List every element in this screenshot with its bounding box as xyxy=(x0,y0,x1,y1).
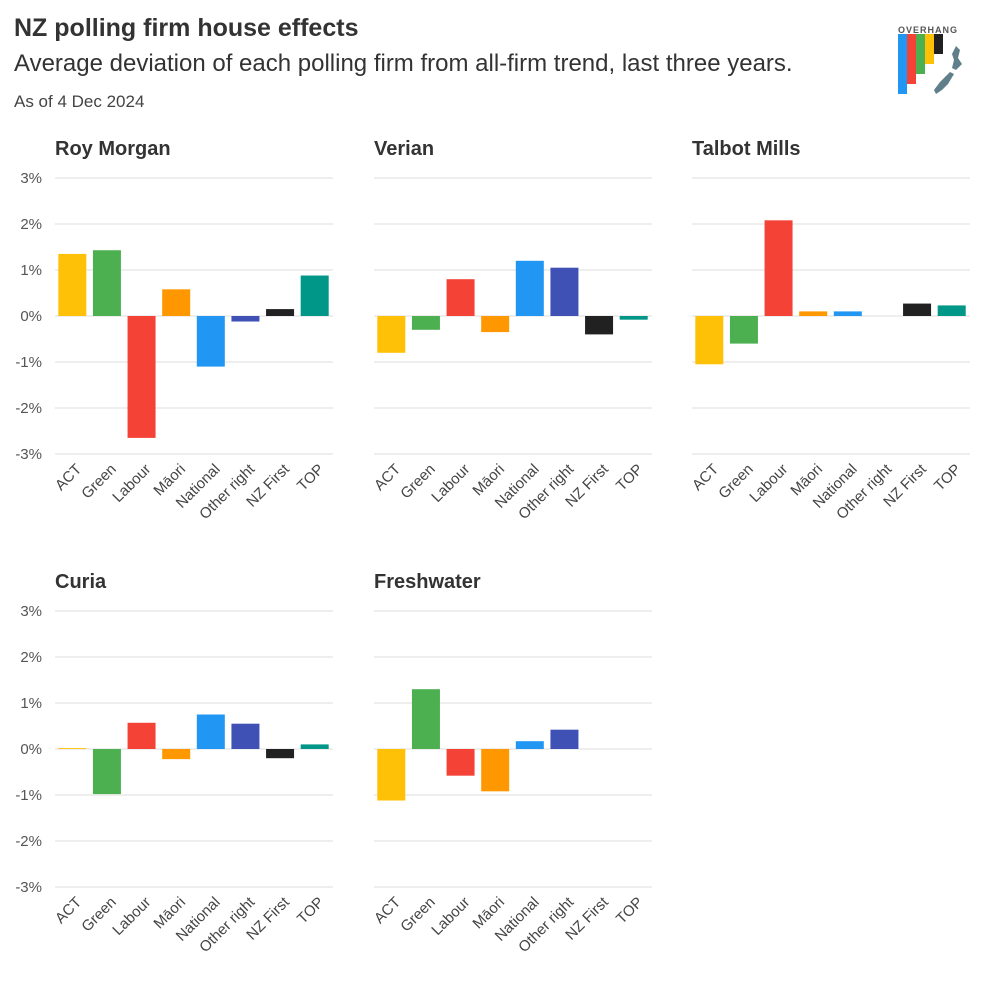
y-tick-label: -1% xyxy=(15,787,42,804)
bar-act xyxy=(58,748,87,749)
panel-title: Verian xyxy=(374,138,434,160)
x-tick-label: TOP xyxy=(294,894,328,928)
bar-māori xyxy=(481,749,510,792)
panel-freshwater: FreshwaterACTGreenLabourMāoriNationalOth… xyxy=(371,571,652,956)
x-tick-label: Labour xyxy=(109,461,154,506)
panel-title: Talbot Mills xyxy=(692,138,801,160)
panel-title: Roy Morgan xyxy=(55,138,171,160)
logo-bar-yellow xyxy=(925,34,934,64)
bar-act xyxy=(377,749,406,801)
y-tick-label: 0% xyxy=(20,308,42,325)
x-tick-label: Labour xyxy=(428,461,473,506)
x-tick-label: TOP xyxy=(613,894,647,928)
bar-national xyxy=(833,311,862,316)
bar-other-right xyxy=(550,729,579,749)
bar-māori xyxy=(481,316,510,333)
bar-māori xyxy=(799,311,828,316)
bar-green xyxy=(729,316,758,344)
logo-text: OVERHANG xyxy=(898,25,958,35)
y-tick-label: 1% xyxy=(20,262,42,279)
bar-other-right xyxy=(231,723,260,749)
as-of-date: As of 4 Dec 2024 xyxy=(14,92,145,111)
y-tick-label: 2% xyxy=(20,649,42,666)
logo-bar-red xyxy=(907,34,916,84)
bar-national xyxy=(196,714,225,749)
bar-nz-first xyxy=(903,303,932,316)
y-tick-label: 3% xyxy=(20,170,42,187)
panel-roy-morgan: Roy Morgan3%2%1%0%-1%-2%-3%ACTGreenLabou… xyxy=(15,138,333,523)
bar-top xyxy=(300,275,329,316)
panel-title: Freshwater xyxy=(374,571,481,593)
bar-green xyxy=(411,316,440,330)
y-tick-label: -3% xyxy=(15,446,42,463)
overhang-logo: OVERHANG xyxy=(898,25,962,94)
bar-top xyxy=(300,744,329,749)
nz-map-icon xyxy=(934,46,962,94)
bar-nz-first xyxy=(585,316,614,335)
bar-nz-first xyxy=(266,749,295,759)
bar-national xyxy=(515,741,544,749)
x-tick-label: Labour xyxy=(428,894,473,939)
bar-labour xyxy=(446,279,475,316)
y-tick-label: -1% xyxy=(15,354,42,371)
panel-talbot-mills: Talbot MillsACTGreenLabourMāoriNationalO… xyxy=(689,138,970,523)
y-tick-label: -2% xyxy=(15,833,42,850)
y-tick-label: 0% xyxy=(20,741,42,758)
y-tick-label: -3% xyxy=(15,879,42,896)
bar-other-right xyxy=(231,316,260,322)
panel-curia: Curia3%2%1%0%-1%-2%-3%ACTGreenLabourMāor… xyxy=(15,571,333,956)
chart-title: NZ polling firm house effects xyxy=(14,14,359,42)
bar-green xyxy=(92,749,121,795)
x-tick-label: Labour xyxy=(746,461,791,506)
bar-other-right xyxy=(550,267,579,316)
bar-national xyxy=(196,316,225,367)
bar-act xyxy=(377,316,406,353)
y-tick-label: 1% xyxy=(20,695,42,712)
bar-national xyxy=(515,260,544,316)
bar-green xyxy=(411,689,440,749)
bar-māori xyxy=(162,749,191,760)
bar-top xyxy=(937,305,966,316)
chart-subtitle: Average deviation of each polling firm f… xyxy=(14,50,793,77)
x-tick-label: Labour xyxy=(109,894,154,939)
bar-green xyxy=(92,250,121,316)
logo-bar-blue xyxy=(898,34,907,94)
bar-labour xyxy=(446,749,475,776)
x-tick-label: TOP xyxy=(931,461,965,495)
panel-title: Curia xyxy=(55,571,107,593)
bar-māori xyxy=(162,289,191,316)
x-tick-label: TOP xyxy=(613,461,647,495)
y-tick-label: 3% xyxy=(20,603,42,620)
bar-labour xyxy=(764,220,793,316)
logo-bar-green xyxy=(916,34,925,74)
bar-top xyxy=(619,316,648,320)
bar-nz-first xyxy=(266,309,295,316)
bar-labour xyxy=(127,316,156,438)
y-tick-label: 2% xyxy=(20,216,42,233)
bar-act xyxy=(695,316,724,365)
logo-bar-black xyxy=(934,34,943,54)
x-tick-label: TOP xyxy=(294,461,328,495)
y-tick-label: -2% xyxy=(15,400,42,417)
bar-act xyxy=(58,253,87,316)
bar-labour xyxy=(127,722,156,749)
